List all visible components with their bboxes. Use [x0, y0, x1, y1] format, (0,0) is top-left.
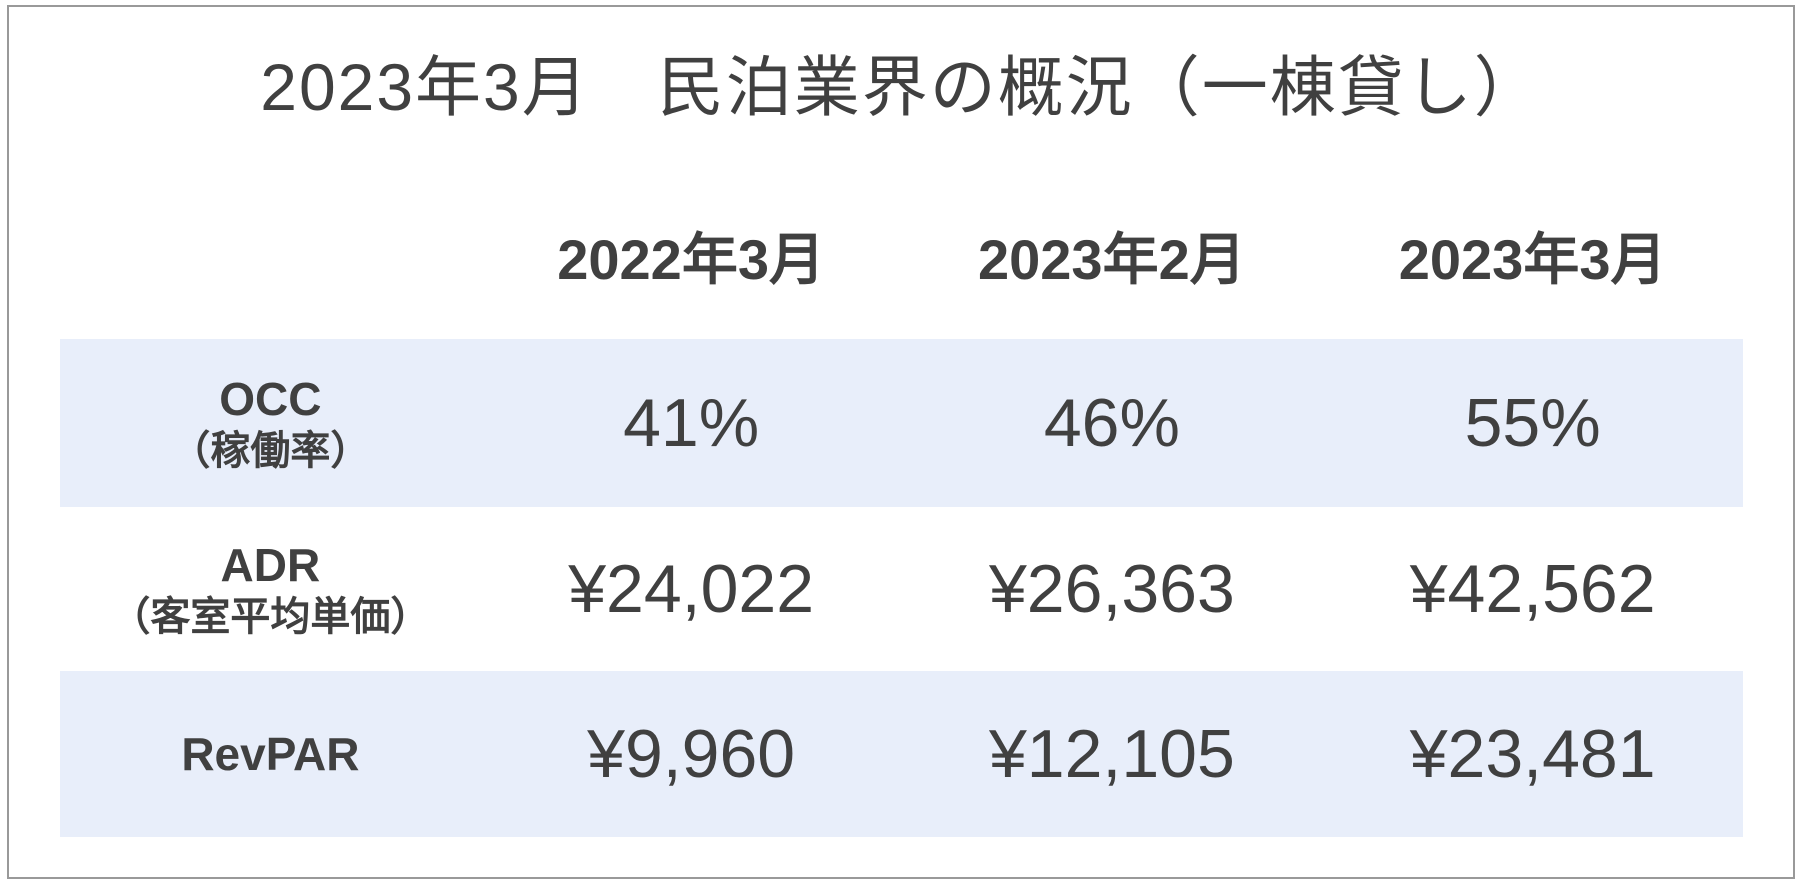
metric-name: RevPAR: [181, 727, 360, 780]
occ-value-2023-02: 46%: [901, 339, 1323, 507]
row-label-adr: ADR （客室平均単価）: [60, 507, 481, 671]
metric-name: ADR: [220, 538, 321, 591]
page-title: 2023年3月 民泊業界の概況（一棟貸し）: [260, 50, 1542, 124]
metric-subtitle: （稼働率）: [170, 428, 371, 473]
row-label-occ: OCC （稼働率）: [60, 339, 481, 507]
metric-name: OCC: [219, 372, 322, 425]
metric-subtitle: （客室平均単価）: [110, 594, 431, 639]
occ-value-2023-03: 55%: [1322, 339, 1743, 507]
adr-value-2022-03: ¥24,022: [568, 551, 815, 627]
column-header-2023-02: 2023年2月: [978, 227, 1246, 291]
adr-value-2023-03: ¥42,562: [1409, 551, 1656, 627]
revpar-value-2023-02: ¥12,105: [901, 671, 1323, 837]
adr-value-2023-02: ¥26,363: [988, 551, 1235, 627]
column-header-2023-03: 2023年3月: [1398, 227, 1667, 291]
row-label-revpar: RevPAR: [60, 671, 481, 837]
revpar-value-2022-03: ¥9,960: [480, 671, 902, 837]
slide-canvas: 2023年3月 民泊業界の概況（一棟貸し） 2022年3月 2023年2月 20…: [7, 5, 1795, 879]
revpar-value-2023-03: ¥23,481: [1322, 671, 1743, 837]
column-header-2022-03: 2022年3月: [557, 227, 825, 291]
table-corner-cell: [60, 171, 481, 339]
stats-table: 2022年3月 2023年2月 2023年3月 OCC （稼働率） 41% 46…: [60, 171, 1743, 837]
occ-value-2022-03: 41%: [480, 339, 902, 507]
